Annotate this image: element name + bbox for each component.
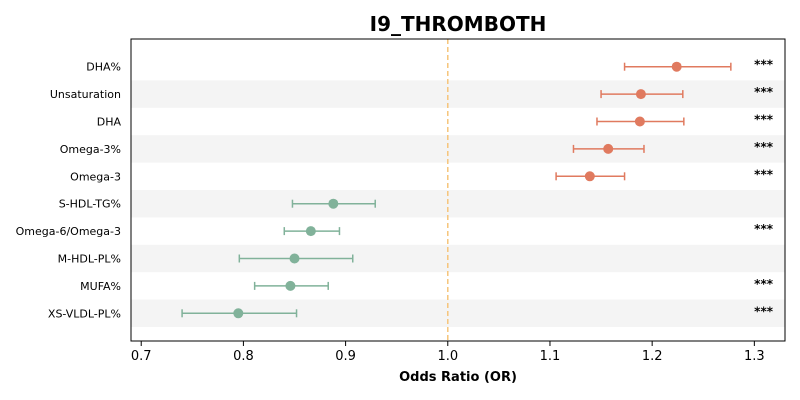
row-stripe bbox=[131, 244, 785, 273]
x-tick-label: 0.7 bbox=[131, 349, 152, 364]
odds-ratio-point bbox=[634, 116, 645, 127]
y-axis-label: XS-VLDL-PL% bbox=[48, 307, 121, 320]
odds-ratio-point bbox=[289, 253, 300, 264]
y-axis-label: S-HDL-TG% bbox=[59, 198, 121, 211]
y-axis-label: M-HDL-PL% bbox=[58, 253, 121, 266]
x-tick-label: 1.1 bbox=[540, 349, 561, 364]
odds-ratio-point bbox=[671, 61, 682, 72]
significance-label: *** bbox=[754, 222, 774, 236]
row-stripe bbox=[131, 135, 785, 163]
x-tick-label: 1.2 bbox=[642, 349, 663, 364]
significance-label: *** bbox=[754, 167, 774, 181]
significance-label: *** bbox=[754, 85, 774, 99]
significance-label: *** bbox=[754, 58, 774, 72]
chart-title: I9_THROMBOTH bbox=[370, 12, 547, 36]
significance-labels: *** *** *** *** *** *** *** *** bbox=[754, 58, 774, 319]
plot-frame bbox=[130, 38, 786, 342]
odds-ratio-point bbox=[584, 171, 595, 182]
y-axis-label: Omega-3 bbox=[70, 170, 121, 183]
x-tick-label: 1.3 bbox=[744, 349, 765, 364]
x-tick-label: 0.9 bbox=[335, 349, 356, 364]
odds-ratio-point bbox=[305, 226, 316, 237]
odds-ratio-point bbox=[233, 308, 244, 319]
row-stripe bbox=[131, 190, 785, 218]
odds-ratio-point bbox=[328, 198, 339, 209]
odds-ratio-point bbox=[285, 280, 296, 291]
row-stripes bbox=[131, 80, 785, 327]
y-axis-label: MUFA% bbox=[80, 280, 121, 293]
y-axis-label: DHA bbox=[97, 116, 122, 129]
x-axis: 0.7 0.8 0.9 1.0 1.1 1.2 1.3 bbox=[131, 341, 765, 364]
x-tick-label: 0.8 bbox=[233, 349, 254, 364]
data-marks bbox=[181, 61, 732, 319]
odds-ratio-point bbox=[603, 143, 614, 154]
significance-label: *** bbox=[754, 304, 774, 318]
y-axis-label: DHA% bbox=[86, 61, 121, 74]
y-axis-label: Unsaturation bbox=[50, 88, 121, 101]
x-tick-label: 1.0 bbox=[437, 349, 458, 364]
significance-label: *** bbox=[754, 277, 774, 291]
significance-label: *** bbox=[754, 140, 774, 154]
y-axis-labels: DHA% Unsaturation DHA Omega-3% Omega-3 S-HDL-… bbox=[16, 61, 122, 321]
y-axis-label: Omega-6/Omega-3 bbox=[16, 225, 121, 238]
row-stripe bbox=[131, 80, 785, 108]
significance-label: *** bbox=[754, 113, 774, 127]
x-axis-label: Odds Ratio (OR) bbox=[399, 370, 517, 385]
odds-ratio-point bbox=[635, 89, 646, 100]
y-axis-label: Omega-3% bbox=[60, 143, 121, 156]
